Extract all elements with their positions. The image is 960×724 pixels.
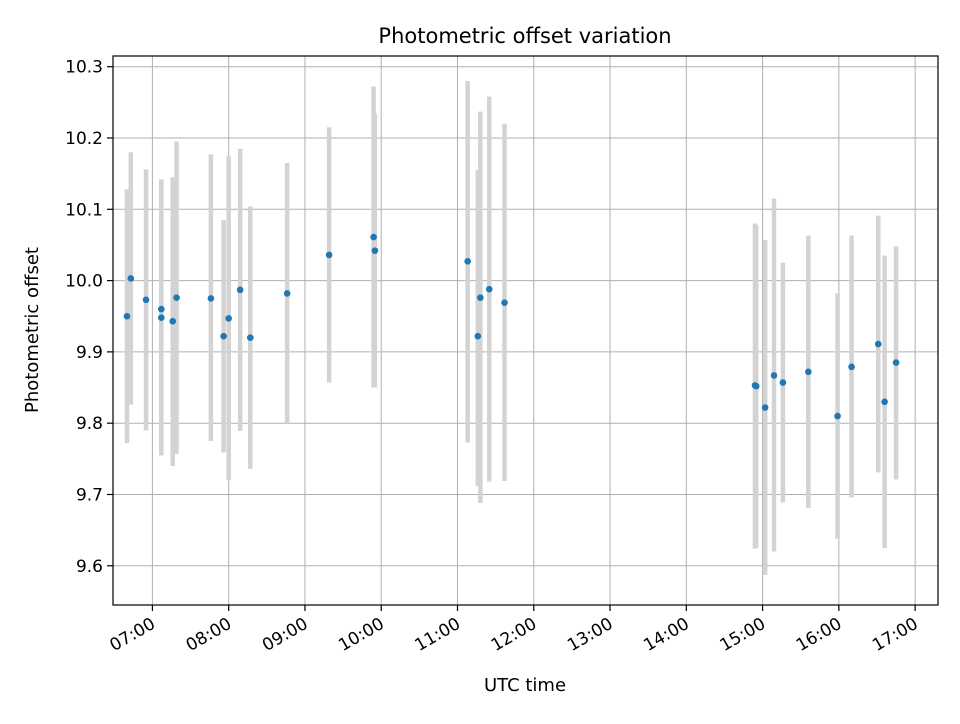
data-point bbox=[761, 404, 769, 411]
x-tick-label: 09:00 bbox=[259, 614, 311, 656]
x-tick-label: 13:00 bbox=[564, 614, 616, 656]
grid bbox=[113, 56, 938, 605]
data-point bbox=[485, 285, 493, 293]
data-point bbox=[173, 294, 180, 302]
data-point bbox=[169, 317, 177, 325]
y-tick-label: 9.9 bbox=[76, 343, 103, 363]
x-tick-label: 08:00 bbox=[183, 614, 235, 656]
x-tick-label: 16:00 bbox=[793, 614, 845, 656]
data-point bbox=[123, 312, 131, 320]
data-point bbox=[158, 305, 165, 313]
data-point bbox=[779, 379, 787, 386]
y-tick-label: 10.2 bbox=[65, 129, 103, 149]
data-point bbox=[225, 315, 232, 322]
data-point bbox=[752, 382, 760, 390]
x-tick-label: 11:00 bbox=[412, 614, 464, 656]
data-point bbox=[834, 412, 841, 420]
y-axis: 9.6 9.7 9.8 9.9 10.0 10.1 10.2 10.3 bbox=[65, 58, 113, 577]
data-point bbox=[464, 258, 471, 265]
data-point bbox=[892, 359, 900, 366]
x-axis-label: UTC time bbox=[484, 675, 566, 696]
data-point bbox=[158, 314, 165, 321]
x-tick-label: 07:00 bbox=[106, 614, 158, 656]
data-point bbox=[770, 372, 778, 379]
data-point bbox=[474, 332, 482, 340]
data-point bbox=[127, 275, 135, 282]
y-tick-label: 9.6 bbox=[76, 557, 103, 577]
y-tick-label: 9.8 bbox=[76, 414, 103, 434]
x-tick-label: 15:00 bbox=[717, 614, 769, 656]
x-axis: 07:00 08:00 09:00 10:00 11:00 12:00 13:00 14:00… bbox=[106, 605, 922, 656]
y-tick-label: 10.0 bbox=[65, 272, 103, 292]
y-axis-label: Photometric offset bbox=[22, 247, 43, 413]
data-points bbox=[123, 233, 900, 420]
data-point bbox=[142, 296, 150, 304]
data-point bbox=[207, 295, 215, 302]
data-point bbox=[325, 251, 333, 259]
data-point bbox=[246, 334, 254, 341]
error-bars bbox=[124, 80, 899, 576]
chart-title: Photometric offset variation bbox=[378, 24, 671, 48]
data-point bbox=[283, 290, 291, 297]
data-point bbox=[477, 294, 484, 302]
y-tick-label: 10.3 bbox=[65, 58, 103, 78]
data-point bbox=[370, 233, 377, 241]
x-tick-label: 17:00 bbox=[869, 614, 921, 656]
y-tick-label: 9.7 bbox=[76, 485, 103, 505]
data-point bbox=[501, 299, 508, 306]
x-tick-label: 10:00 bbox=[335, 614, 387, 656]
plot-area bbox=[112, 55, 939, 606]
data-point bbox=[220, 332, 227, 340]
data-point bbox=[236, 286, 244, 294]
data-point bbox=[874, 340, 882, 348]
data-point bbox=[881, 398, 888, 406]
x-tick-label: 12:00 bbox=[488, 614, 540, 656]
data-point bbox=[371, 247, 379, 254]
data-point bbox=[805, 368, 812, 376]
y-tick-label: 10.1 bbox=[65, 200, 103, 220]
x-tick-label: 14:00 bbox=[640, 614, 692, 656]
data-point bbox=[848, 363, 855, 371]
